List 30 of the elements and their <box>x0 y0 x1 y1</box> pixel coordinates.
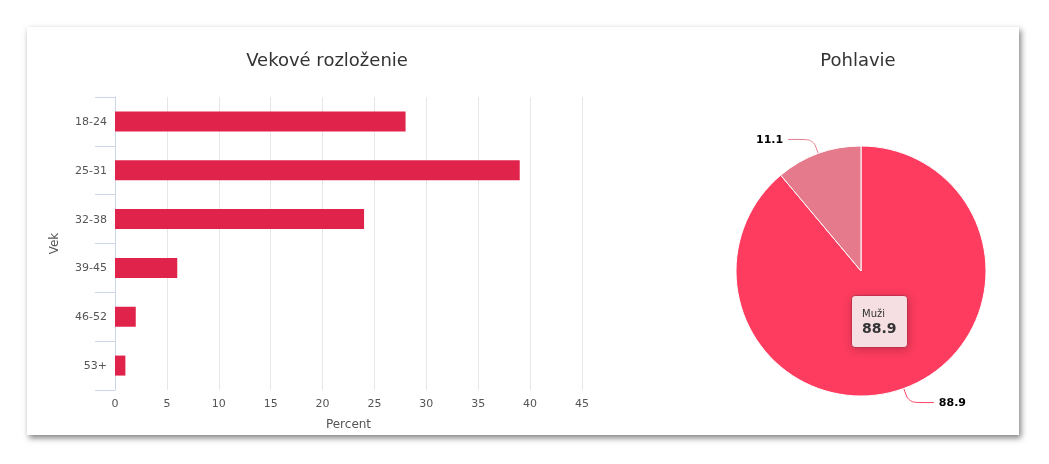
chart-title: Pohlavie <box>820 48 896 70</box>
slice-label: Muži <box>862 308 885 319</box>
y-axis-title: Vek <box>47 232 61 255</box>
x-tick-label: 40 <box>523 397 538 410</box>
x-tick-label: 0 <box>111 397 119 410</box>
data-label: 11.1 <box>756 132 784 146</box>
x-tick-label: 20 <box>315 397 330 410</box>
x-tick-label: 15 <box>263 397 278 410</box>
y-tick-label: 32-38 <box>75 212 107 226</box>
x-tick-label: 5 <box>163 397 171 410</box>
y-tick-label: 39-45 <box>75 261 107 275</box>
data-label: 88.9 <box>938 396 966 410</box>
x-tick-label: 25 <box>367 397 382 410</box>
bar <box>115 111 406 132</box>
y-tick-label: 25-31 <box>75 163 107 177</box>
x-axis-title: Percent <box>325 417 372 431</box>
chart-title: Vekové rozloženie <box>246 48 408 70</box>
x-tick-label: 45 <box>575 397 589 410</box>
bar <box>115 160 520 181</box>
bar <box>115 306 136 327</box>
y-tick-label: 18-24 <box>75 114 107 128</box>
x-tick-label: 30 <box>419 397 434 410</box>
bar <box>115 209 365 230</box>
y-tick-label: 46-52 <box>75 310 107 324</box>
x-tick-label: 35 <box>471 397 486 410</box>
bar <box>115 257 178 278</box>
y-tick-label: 53+ <box>83 359 107 373</box>
x-tick-label: 10 <box>211 397 226 410</box>
text: 88.9 <box>862 320 897 336</box>
bar <box>115 355 126 376</box>
